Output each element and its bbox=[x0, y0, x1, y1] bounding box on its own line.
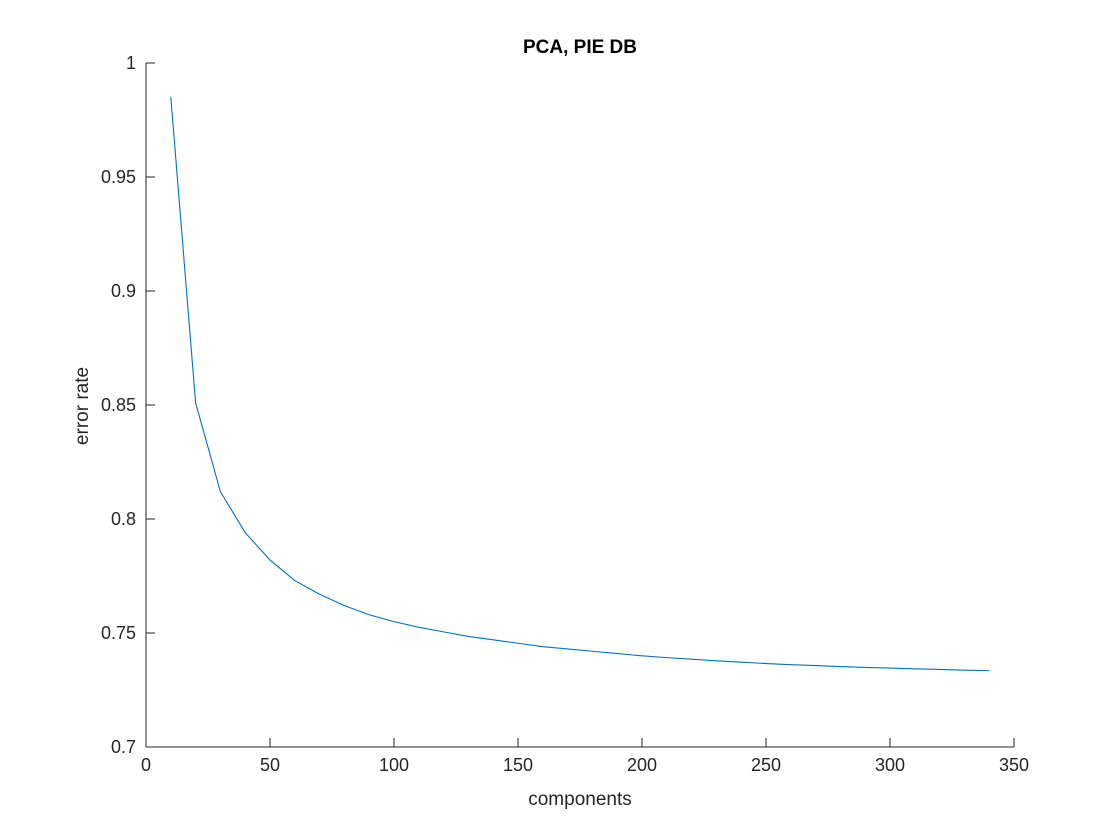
series-line bbox=[170, 97, 990, 672]
x-tick-label: 0 bbox=[141, 755, 151, 775]
x-tick-label: 100 bbox=[379, 755, 409, 775]
y-tick-label: 0.8 bbox=[111, 509, 136, 529]
ticks-layer: 0 50 100 150 200 250 300 350 0.7 0.75 0.8 0.85 0.9 0.… bbox=[101, 53, 1029, 775]
x-tick-label: 350 bbox=[999, 755, 1029, 775]
y-tick-label: 0.7 bbox=[111, 737, 136, 757]
y-tick-label: 0.95 bbox=[101, 167, 136, 187]
y-axis-title: error rate bbox=[72, 367, 93, 445]
x-tick-label: 250 bbox=[751, 755, 781, 775]
x-tick-label: 200 bbox=[627, 755, 657, 775]
x-tick-label: 150 bbox=[503, 755, 533, 775]
y-tick-label: 1 bbox=[126, 53, 136, 73]
x-axis-title: components bbox=[528, 789, 632, 810]
series-layer bbox=[170, 97, 990, 672]
y-tick-label: 0.85 bbox=[101, 395, 136, 415]
y-tick-label: 0.75 bbox=[101, 623, 136, 643]
x-tick-label: 50 bbox=[260, 755, 280, 775]
y-tick-label: 0.9 bbox=[111, 281, 136, 301]
x-tick-label: 300 bbox=[875, 755, 905, 775]
chart-title: PCA, PIE DB bbox=[523, 37, 637, 58]
